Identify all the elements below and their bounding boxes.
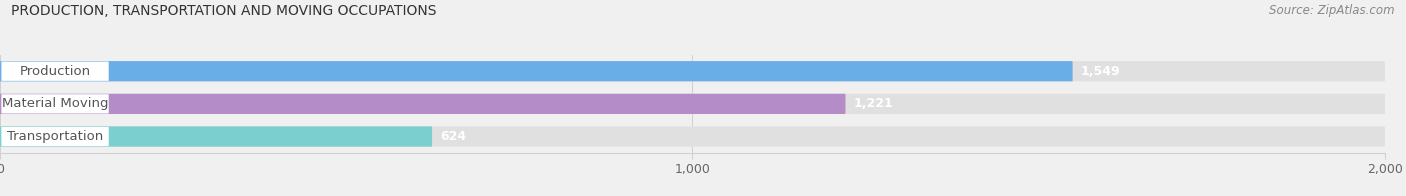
FancyBboxPatch shape bbox=[0, 61, 1385, 81]
Text: PRODUCTION, TRANSPORTATION AND MOVING OCCUPATIONS: PRODUCTION, TRANSPORTATION AND MOVING OC… bbox=[11, 4, 437, 18]
Text: Source: ZipAtlas.com: Source: ZipAtlas.com bbox=[1270, 4, 1395, 17]
Text: Material Moving: Material Moving bbox=[1, 97, 108, 110]
FancyBboxPatch shape bbox=[0, 94, 1385, 114]
Text: 1,221: 1,221 bbox=[853, 97, 894, 110]
Text: 1,549: 1,549 bbox=[1081, 65, 1121, 78]
FancyBboxPatch shape bbox=[0, 126, 432, 147]
Text: Production: Production bbox=[20, 65, 90, 78]
FancyBboxPatch shape bbox=[0, 61, 1073, 81]
Text: 624: 624 bbox=[440, 130, 467, 143]
Text: Transportation: Transportation bbox=[7, 130, 103, 143]
FancyBboxPatch shape bbox=[1, 127, 108, 146]
FancyBboxPatch shape bbox=[0, 126, 1385, 147]
FancyBboxPatch shape bbox=[1, 62, 108, 81]
FancyBboxPatch shape bbox=[0, 94, 845, 114]
FancyBboxPatch shape bbox=[1, 94, 108, 113]
